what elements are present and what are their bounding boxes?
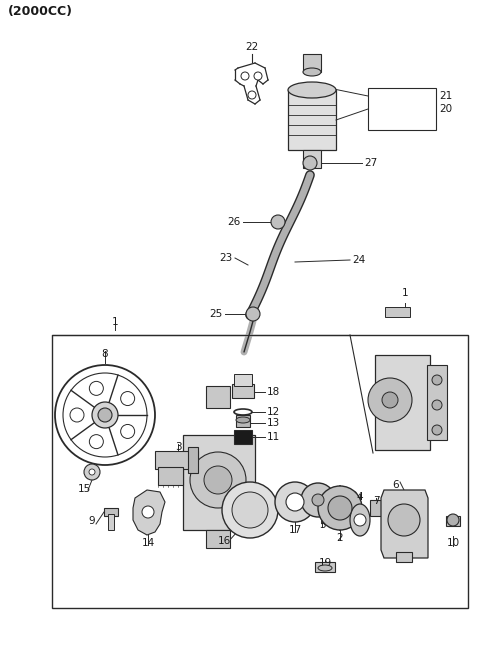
- Circle shape: [120, 424, 135, 438]
- Text: 12: 12: [267, 407, 280, 417]
- Ellipse shape: [288, 82, 336, 98]
- Bar: [303, 150, 321, 168]
- Text: 19: 19: [318, 558, 332, 568]
- Polygon shape: [133, 490, 165, 535]
- Text: 1: 1: [402, 288, 408, 298]
- Text: 3: 3: [175, 442, 181, 452]
- Bar: [370, 500, 382, 516]
- Circle shape: [222, 482, 278, 538]
- Circle shape: [328, 496, 352, 520]
- Text: 24: 24: [352, 255, 365, 265]
- Bar: [206, 386, 230, 408]
- Circle shape: [89, 381, 103, 396]
- Circle shape: [248, 91, 256, 99]
- Circle shape: [312, 494, 324, 506]
- Ellipse shape: [350, 504, 370, 536]
- Circle shape: [354, 514, 366, 526]
- Text: 26: 26: [228, 217, 241, 227]
- Circle shape: [368, 378, 412, 422]
- Text: 27: 27: [364, 158, 377, 168]
- Circle shape: [190, 452, 246, 508]
- Circle shape: [204, 466, 232, 494]
- Bar: [315, 562, 335, 572]
- Circle shape: [275, 482, 315, 522]
- Text: 10: 10: [446, 538, 459, 548]
- Text: 17: 17: [288, 525, 301, 535]
- Bar: [108, 514, 114, 530]
- Circle shape: [432, 425, 442, 435]
- Bar: [183, 435, 255, 530]
- Circle shape: [70, 408, 84, 422]
- Bar: [385, 307, 410, 317]
- Circle shape: [142, 506, 154, 518]
- Bar: [52, 335, 468, 608]
- Bar: [236, 415, 250, 427]
- Bar: [368, 88, 436, 130]
- Text: 1: 1: [112, 317, 118, 327]
- Circle shape: [232, 492, 268, 528]
- Circle shape: [98, 408, 112, 422]
- Circle shape: [246, 307, 260, 321]
- Bar: [234, 374, 252, 386]
- Text: 21: 21: [439, 91, 452, 101]
- Circle shape: [388, 504, 420, 536]
- Ellipse shape: [303, 68, 321, 76]
- Circle shape: [432, 400, 442, 410]
- Circle shape: [84, 464, 100, 480]
- Text: 16: 16: [217, 536, 230, 546]
- Text: 8: 8: [102, 349, 108, 359]
- Circle shape: [447, 514, 459, 526]
- Bar: [303, 54, 321, 72]
- Text: 23: 23: [220, 253, 233, 263]
- Text: (2000CC): (2000CC): [8, 5, 73, 18]
- Text: 25: 25: [210, 309, 223, 319]
- Bar: [234, 430, 252, 444]
- Bar: [104, 508, 118, 516]
- Text: 22: 22: [245, 42, 259, 52]
- Text: 2: 2: [336, 533, 343, 543]
- Bar: [188, 447, 198, 473]
- Circle shape: [254, 72, 262, 80]
- Text: 6: 6: [393, 480, 399, 490]
- Circle shape: [432, 375, 442, 385]
- Circle shape: [89, 435, 103, 449]
- Text: 14: 14: [142, 538, 155, 548]
- Text: 9: 9: [89, 516, 96, 526]
- Circle shape: [271, 215, 285, 229]
- Circle shape: [318, 486, 362, 530]
- Polygon shape: [381, 490, 428, 558]
- Circle shape: [120, 392, 135, 405]
- Bar: [396, 552, 412, 562]
- Circle shape: [92, 402, 118, 428]
- Ellipse shape: [236, 417, 250, 423]
- Bar: [446, 516, 460, 526]
- Ellipse shape: [318, 565, 332, 571]
- Bar: [232, 384, 254, 398]
- Circle shape: [89, 469, 95, 475]
- Circle shape: [286, 493, 304, 511]
- Bar: [155, 451, 198, 469]
- Circle shape: [382, 392, 398, 408]
- Text: 11: 11: [267, 432, 280, 442]
- Text: 18: 18: [267, 387, 280, 397]
- Text: 5: 5: [319, 520, 325, 530]
- Bar: [288, 90, 336, 150]
- Bar: [375, 355, 430, 450]
- Bar: [427, 365, 447, 440]
- Text: 13: 13: [267, 418, 280, 428]
- Text: 4: 4: [357, 492, 363, 502]
- Bar: [158, 467, 183, 485]
- Circle shape: [241, 72, 249, 80]
- Circle shape: [301, 483, 335, 517]
- Bar: [206, 530, 230, 548]
- Text: 7: 7: [372, 496, 379, 506]
- Circle shape: [303, 156, 317, 170]
- Text: 20: 20: [439, 104, 452, 114]
- Text: 15: 15: [77, 484, 91, 494]
